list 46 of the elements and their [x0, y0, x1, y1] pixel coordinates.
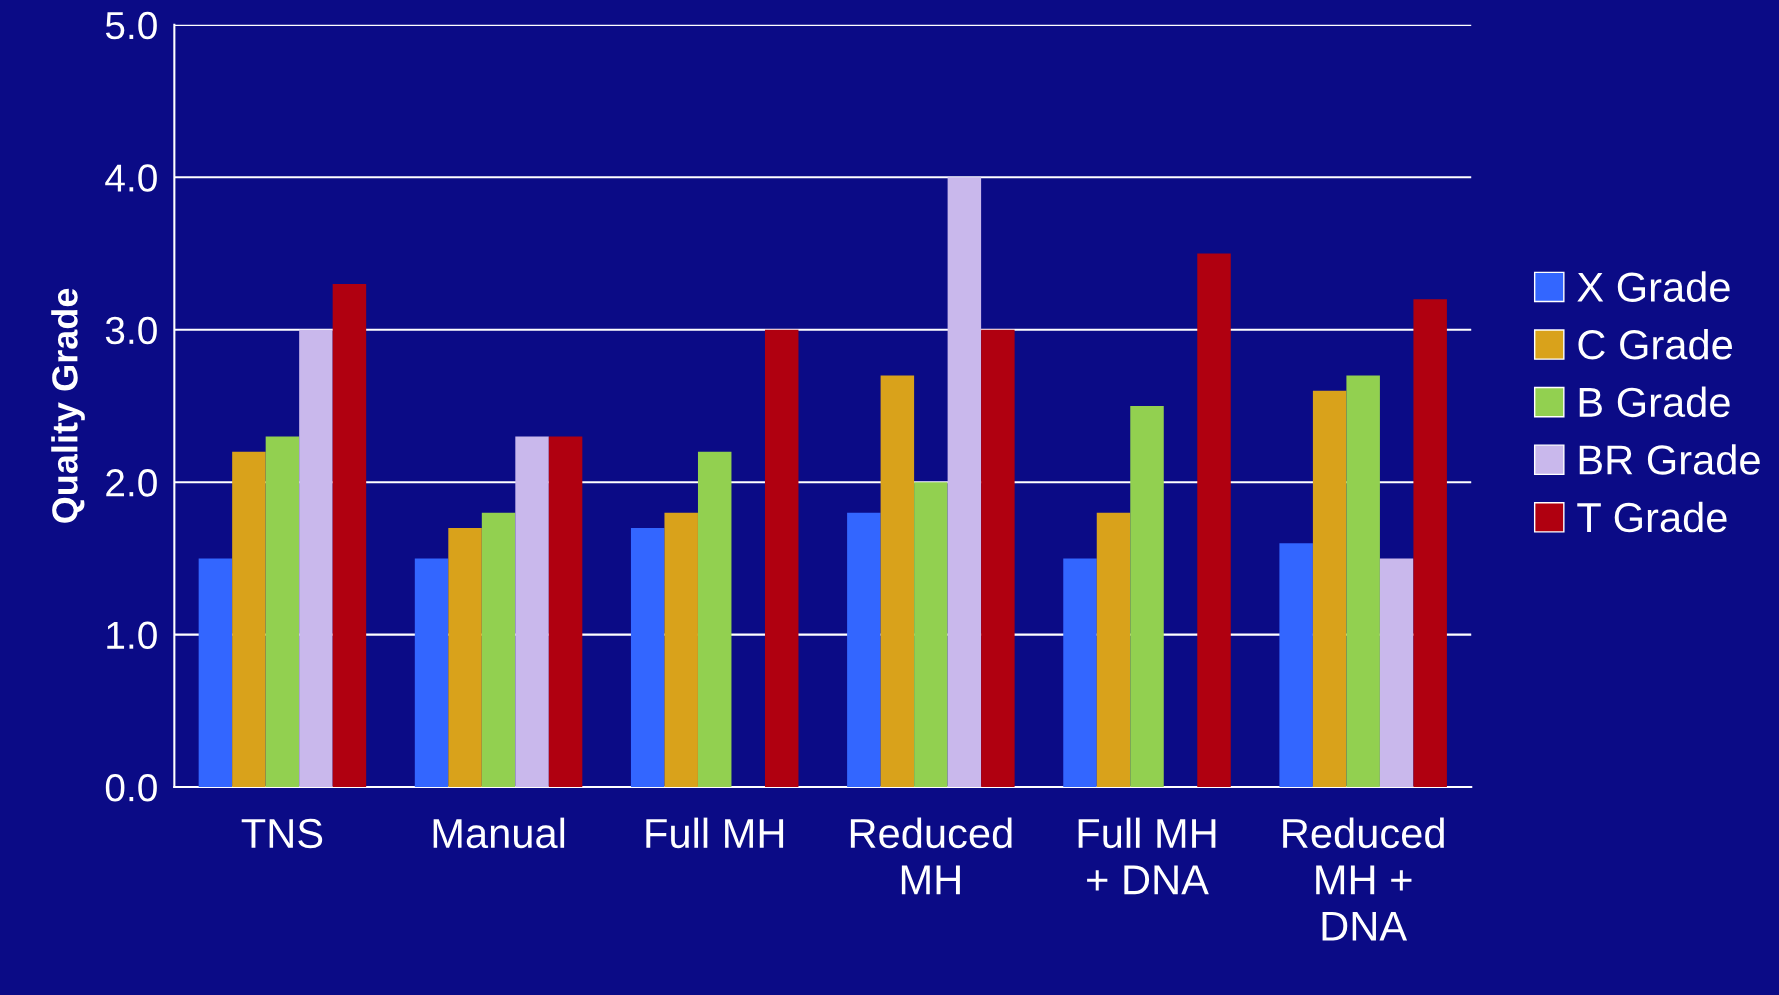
y-tick-label: 2.0 — [106, 469, 157, 497]
legend-label: X Grade — [1577, 271, 1730, 302]
bar — [880, 375, 915, 788]
bar — [1279, 543, 1313, 788]
bar — [664, 512, 698, 788]
bar — [332, 284, 367, 788]
y-tick-label: 0.0 — [105, 773, 157, 802]
bar — [1413, 299, 1447, 788]
bar — [232, 451, 266, 788]
bar — [299, 329, 333, 788]
bar — [697, 451, 732, 788]
bar — [847, 512, 881, 788]
legend-label: T Grade — [1577, 501, 1727, 533]
bar — [947, 177, 982, 788]
bar — [198, 558, 233, 788]
bar — [1063, 558, 1097, 788]
bar — [414, 558, 449, 788]
x-tick-label: Manual — [433, 817, 565, 849]
bar — [515, 436, 549, 788]
bar — [265, 436, 300, 788]
bar — [448, 527, 482, 788]
legend-label: BR Grade — [1579, 444, 1760, 475]
bar — [1312, 390, 1347, 788]
legend-label: B Grade — [1579, 386, 1730, 418]
y-tick-label: 3.0 — [105, 316, 157, 345]
y-tick-label: 4.0 — [105, 164, 157, 192]
bar — [1379, 558, 1414, 788]
bar — [1346, 375, 1380, 788]
bar — [764, 329, 799, 788]
bar — [630, 527, 665, 788]
bar — [548, 436, 583, 788]
y-axis-title: Quality Grade — [51, 288, 85, 523]
bar — [914, 482, 948, 788]
x-tick-label: Full MH + DNA — [1078, 817, 1216, 895]
x-tick-label: Full MH — [646, 817, 784, 849]
bar — [1197, 253, 1231, 788]
y-tick-label: 1.0 — [107, 621, 157, 650]
x-tick-label: TNS — [241, 818, 323, 849]
bar — [1096, 512, 1131, 788]
legend-label: C Grade — [1578, 328, 1732, 360]
bar — [481, 512, 516, 788]
bar — [981, 329, 1015, 788]
bar — [1130, 405, 1164, 788]
x-tick-label: Reduced MH — [850, 817, 1012, 895]
x-tick-label: Reduced MH + DNA — [1283, 817, 1444, 941]
y-tick-label: 5.0 — [105, 11, 157, 40]
